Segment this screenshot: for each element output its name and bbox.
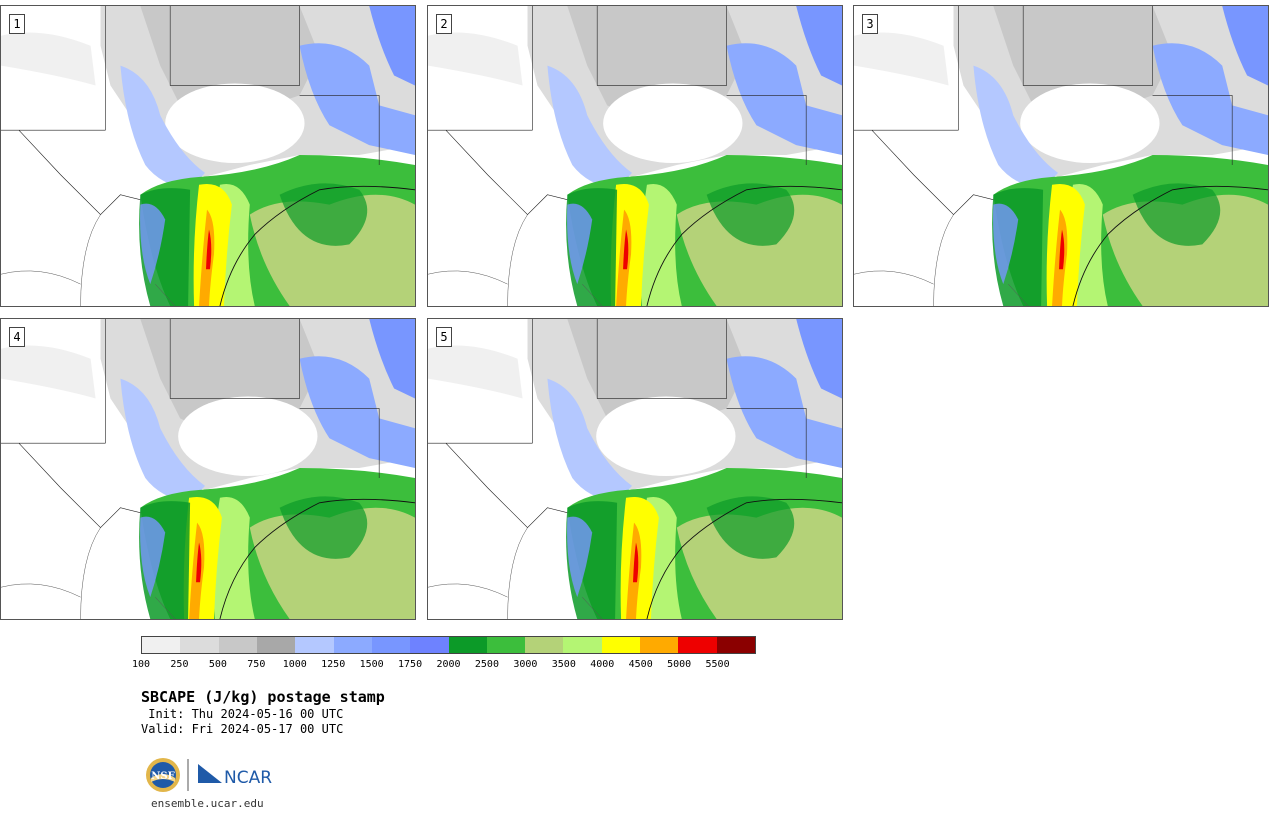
colorbar-swatch [716, 637, 755, 653]
sbcape-map [854, 6, 1268, 306]
colorbar-tick-label: 1250 [321, 659, 346, 670]
colorbar-swatch [371, 637, 411, 653]
colorbar [141, 636, 756, 654]
colorbar-tick-label: 2000 [436, 659, 461, 670]
colorbar-tick-label: 750 [247, 659, 266, 670]
colorbar-swatch [295, 637, 334, 653]
sbcape-map [428, 6, 842, 306]
colorbar-tick-label: 4000 [590, 659, 615, 670]
colorbar-tick-label: 3500 [551, 659, 576, 670]
colorbar-swatch [180, 637, 219, 653]
svg-text:NCAR: NCAR [224, 768, 272, 788]
colorbar-tick-label: 4500 [628, 659, 653, 670]
colorbar-swatch [410, 637, 449, 653]
colorbar-swatch [448, 637, 487, 653]
ncar-icon [198, 764, 222, 783]
colorbar-tick-label: 5500 [705, 659, 730, 670]
member-label: 2 [436, 14, 452, 34]
member-label: 4 [9, 327, 25, 347]
colorbar-swatch [601, 637, 641, 653]
member-label: 3 [862, 14, 878, 34]
map-panel: 4 [0, 318, 416, 620]
sbcape-map [428, 319, 842, 619]
colorbar-ticks: 100 250 500 750 1000 1250 1500 1750 2000 2500 3000… [132, 659, 756, 673]
map-panel: 3 [853, 5, 1269, 307]
logos: NSF NCAR [145, 756, 275, 794]
map-panel: 5 [427, 318, 843, 620]
colorbar-swatch [486, 637, 526, 653]
colorbar-tick-label: 100 [131, 659, 151, 670]
nsf-ncar-logo: NSF NCAR [146, 758, 272, 792]
colorbar-tick-label: 1750 [398, 659, 423, 670]
sbcape-map [1, 319, 415, 619]
colorbar-swatch [256, 637, 296, 653]
colorbar-tick-label: 5000 [667, 659, 692, 670]
member-label: 1 [9, 14, 25, 34]
colorbar-tick-label: 2500 [474, 659, 499, 670]
colorbar-swatch [678, 637, 717, 653]
map-panel: 1 [0, 5, 416, 307]
colorbar-swatch [525, 637, 564, 653]
sbcape-map [1, 6, 415, 306]
map-panel: 2 [427, 5, 843, 307]
colorbar-swatch [142, 637, 181, 653]
site-url[interactable]: ensemble.ucar.edu [151, 797, 264, 810]
colorbar-tick-label: 500 [208, 659, 227, 670]
colorbar-tick-label: 3000 [513, 659, 538, 670]
valid-time: Valid: Fri 2024-05-17 00 UTC [141, 722, 344, 736]
colorbar-swatch [333, 637, 372, 653]
colorbar-tick-label: 1000 [282, 659, 307, 670]
svg-text:NSF: NSF [151, 771, 174, 782]
member-label: 5 [436, 327, 452, 347]
colorbar-tick-label: 1500 [359, 659, 384, 670]
page-title: SBCAPE (J/kg) postage stamp [141, 688, 385, 706]
colorbar-swatch [218, 637, 257, 653]
colorbar-swatch [640, 637, 679, 653]
colorbar-tick-label: 250 [170, 659, 189, 670]
init-time: Init: Thu 2024-05-16 00 UTC [141, 707, 344, 721]
colorbar-swatch [563, 637, 602, 653]
